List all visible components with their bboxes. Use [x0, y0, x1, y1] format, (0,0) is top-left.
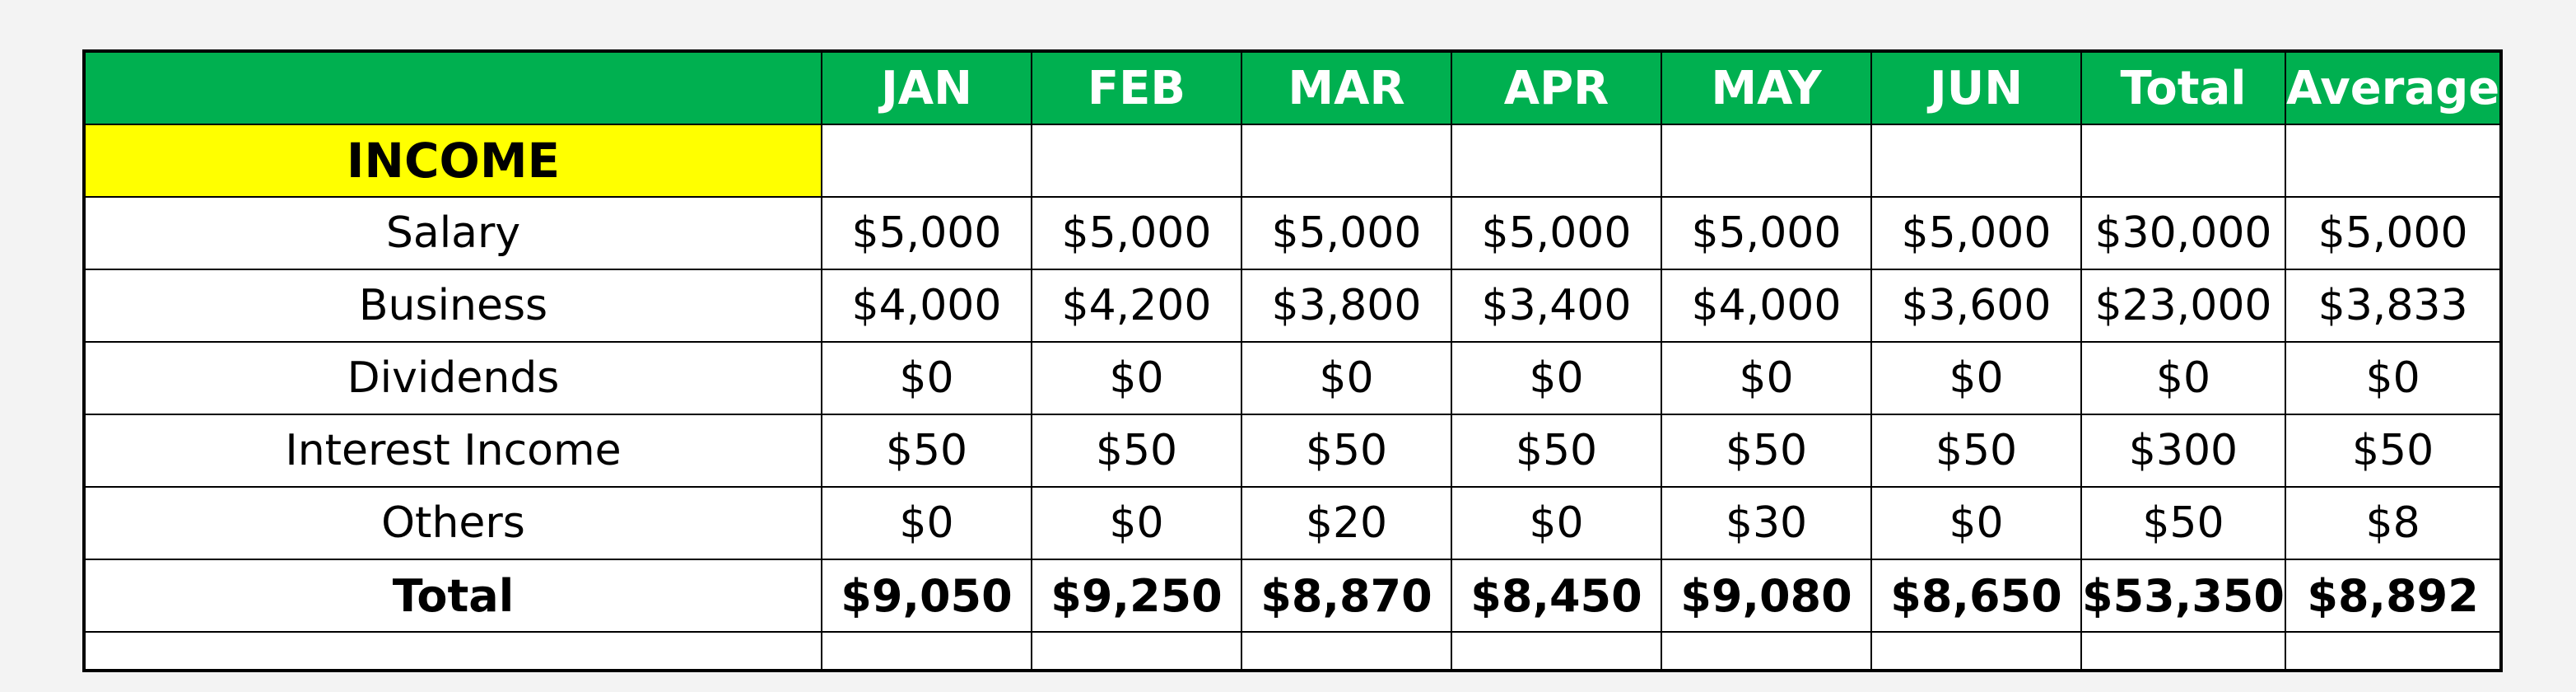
cell-empty[interactable]: [1661, 124, 1872, 198]
cell-empty[interactable]: [821, 631, 1032, 671]
total-cell-feb[interactable]: $9,250: [1031, 559, 1242, 633]
cell-average[interactable]: $0: [2284, 341, 2503, 415]
cell-total[interactable]: $50: [2080, 486, 2286, 560]
cell-jan[interactable]: $0: [821, 341, 1032, 415]
cell-mar[interactable]: $3,800: [1241, 269, 1452, 343]
table-row-interest-income: Interest Income $50 $50 $50 $50 $50 $50 …: [83, 414, 2503, 488]
header-label-cell[interactable]: [83, 50, 822, 125]
cell-empty[interactable]: [1451, 124, 1662, 198]
section-label-income[interactable]: INCOME: [83, 124, 822, 198]
cell-jan[interactable]: $5,000: [821, 196, 1032, 270]
cell-empty[interactable]: [1241, 631, 1452, 671]
cell-average[interactable]: $50: [2284, 414, 2503, 488]
header-cell-apr[interactable]: APR: [1451, 50, 1662, 125]
cell-may[interactable]: $0: [1661, 341, 1872, 415]
cell-total[interactable]: $23,000: [2080, 269, 2286, 343]
cell-empty[interactable]: [1031, 631, 1242, 671]
table-row-empty: [83, 631, 2503, 671]
cell-empty[interactable]: [2080, 631, 2286, 671]
cell-empty[interactable]: [1870, 124, 2082, 198]
cell-mar[interactable]: $20: [1241, 486, 1452, 560]
cell-may[interactable]: $5,000: [1661, 196, 1872, 270]
cell-jan[interactable]: $0: [821, 486, 1032, 560]
cell-empty[interactable]: [2284, 124, 2503, 198]
cell-feb[interactable]: $4,200: [1031, 269, 1242, 343]
cell-apr[interactable]: $0: [1451, 341, 1662, 415]
total-cell-jun[interactable]: $8,650: [1870, 559, 2082, 633]
cell-apr[interactable]: $50: [1451, 414, 1662, 488]
cell-jan[interactable]: $50: [821, 414, 1032, 488]
cell-total[interactable]: $300: [2080, 414, 2286, 488]
cell-apr[interactable]: $5,000: [1451, 196, 1662, 270]
total-label[interactable]: Total: [83, 559, 822, 633]
total-cell-average[interactable]: $8,892: [2284, 559, 2503, 633]
table-row-business: Business $4,000 $4,200 $3,800 $3,400 $4,…: [83, 269, 2503, 343]
cell-may[interactable]: $50: [1661, 414, 1872, 488]
cell-mar[interactable]: $50: [1241, 414, 1452, 488]
header-cell-total[interactable]: Total: [2080, 50, 2286, 125]
cell-total[interactable]: $30,000: [2080, 196, 2286, 270]
row-label[interactable]: Interest Income: [83, 414, 822, 488]
cell-apr[interactable]: $3,400: [1451, 269, 1662, 343]
cell-mar[interactable]: $5,000: [1241, 196, 1452, 270]
table-row-dividends: Dividends $0 $0 $0 $0 $0 $0 $0 $0: [83, 341, 2503, 415]
cell-feb[interactable]: $0: [1031, 341, 1242, 415]
cell-empty[interactable]: [821, 124, 1032, 198]
header-cell-jan[interactable]: JAN: [821, 50, 1032, 125]
header-cell-jun[interactable]: JUN: [1870, 50, 2082, 125]
cell-empty[interactable]: [1241, 124, 1452, 198]
total-cell-apr[interactable]: $8,450: [1451, 559, 1662, 633]
table-row-salary: Salary $5,000 $5,000 $5,000 $5,000 $5,00…: [83, 196, 2503, 270]
total-cell-total[interactable]: $53,350: [2080, 559, 2286, 633]
cell-total[interactable]: $0: [2080, 341, 2286, 415]
cell-jun[interactable]: $50: [1870, 414, 2082, 488]
cell-jan[interactable]: $4,000: [821, 269, 1032, 343]
header-cell-average[interactable]: Average: [2284, 50, 2503, 125]
row-label[interactable]: Salary: [83, 196, 822, 270]
cell-jun[interactable]: $5,000: [1870, 196, 2082, 270]
row-label[interactable]: Others: [83, 486, 822, 560]
cell-feb[interactable]: $0: [1031, 486, 1242, 560]
cell-empty[interactable]: [83, 631, 822, 671]
cell-apr[interactable]: $0: [1451, 486, 1662, 560]
cell-mar[interactable]: $0: [1241, 341, 1452, 415]
cell-may[interactable]: $30: [1661, 486, 1872, 560]
header-cell-may[interactable]: MAY: [1661, 50, 1872, 125]
cell-may[interactable]: $4,000: [1661, 269, 1872, 343]
cell-jun[interactable]: $3,600: [1870, 269, 2082, 343]
table-row-total: Total $9,050 $9,250 $8,870 $8,450 $9,080…: [83, 559, 2503, 633]
income-spreadsheet: JAN FEB MAR APR MAY JUN Total Average IN…: [82, 49, 2504, 672]
cell-average[interactable]: $8: [2284, 486, 2503, 560]
cell-average[interactable]: $5,000: [2284, 196, 2503, 270]
total-cell-mar[interactable]: $8,870: [1241, 559, 1452, 633]
cell-empty[interactable]: [1870, 631, 2082, 671]
cell-jun[interactable]: $0: [1870, 486, 2082, 560]
total-cell-jan[interactable]: $9,050: [821, 559, 1032, 633]
header-cell-feb[interactable]: FEB: [1031, 50, 1242, 125]
row-label[interactable]: Dividends: [83, 341, 822, 415]
header-cell-mar[interactable]: MAR: [1241, 50, 1452, 125]
cell-average[interactable]: $3,833: [2284, 269, 2503, 343]
cell-empty[interactable]: [2284, 631, 2503, 671]
cell-jun[interactable]: $0: [1870, 341, 2082, 415]
cell-feb[interactable]: $50: [1031, 414, 1242, 488]
cell-empty[interactable]: [1451, 631, 1662, 671]
table-row-others: Others $0 $0 $20 $0 $30 $0 $50 $8: [83, 486, 2503, 560]
total-cell-may[interactable]: $9,080: [1661, 559, 1872, 633]
header-row: JAN FEB MAR APR MAY JUN Total Average: [83, 50, 2503, 125]
cell-feb[interactable]: $5,000: [1031, 196, 1242, 270]
section-row-income: INCOME: [83, 124, 2503, 198]
cell-empty[interactable]: [1031, 124, 1242, 198]
cell-empty[interactable]: [1661, 631, 1872, 671]
cell-empty[interactable]: [2080, 124, 2286, 198]
row-label[interactable]: Business: [83, 269, 822, 343]
